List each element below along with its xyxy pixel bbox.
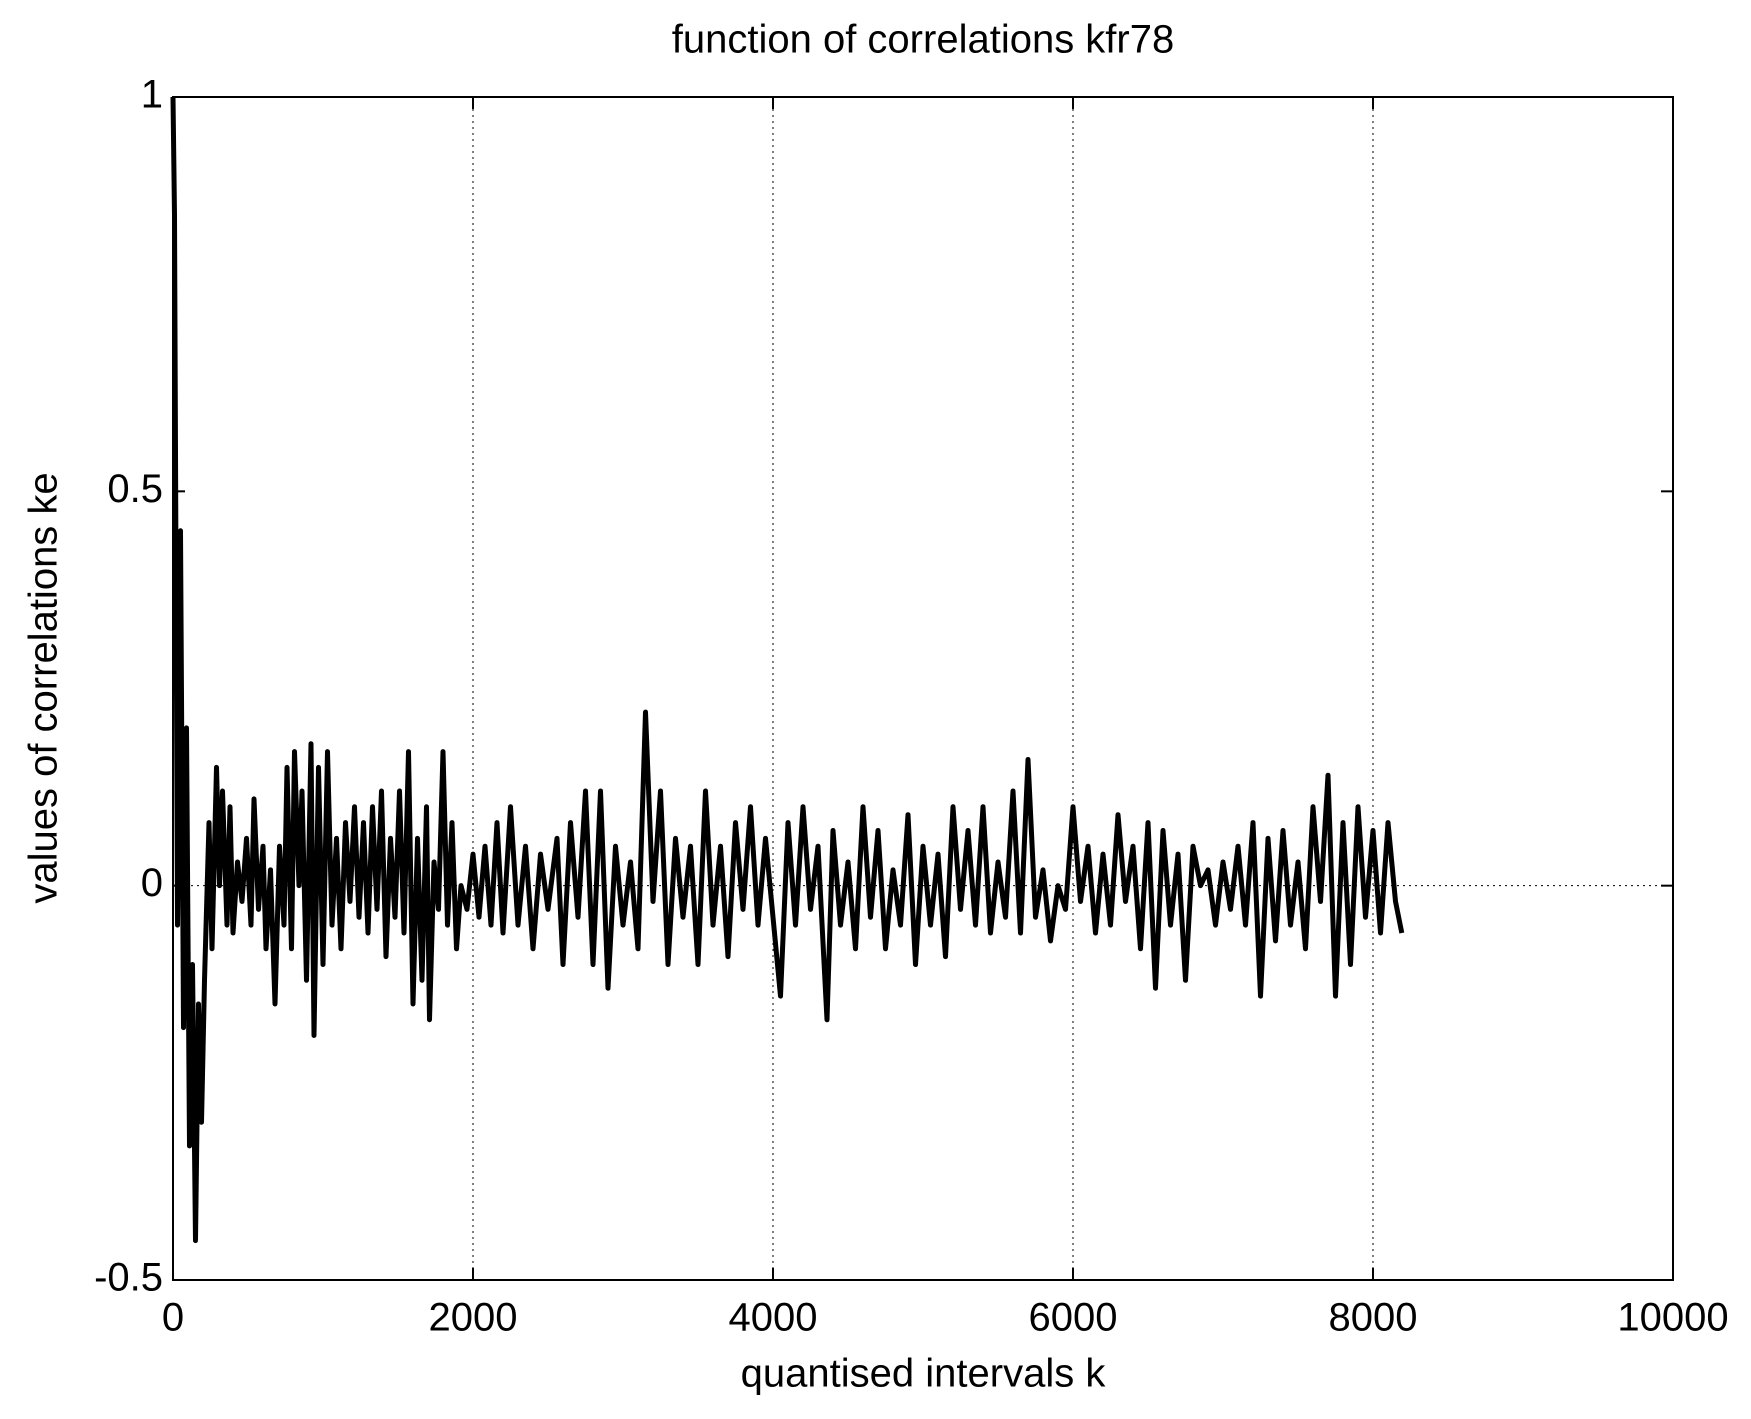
y-tick-label: 0.5 bbox=[107, 467, 163, 511]
x-axis-label: quantised intervals k bbox=[741, 1352, 1107, 1396]
x-tick-label: 4000 bbox=[729, 1296, 818, 1340]
y-tick-label: 1 bbox=[141, 73, 163, 117]
x-tick-label: 0 bbox=[162, 1296, 184, 1340]
x-tick-label: 2000 bbox=[429, 1296, 518, 1340]
axes-box bbox=[172, 96, 1674, 1281]
x-tick-label: 8000 bbox=[1329, 1296, 1418, 1340]
data-line bbox=[170, 96, 1405, 1244]
y-tick-label: -0.5 bbox=[94, 1256, 163, 1300]
y-axis-label: values of correlations ke bbox=[22, 472, 66, 903]
x-tick-label: 6000 bbox=[1029, 1296, 1118, 1340]
chart-title: function of correlations kfr78 bbox=[672, 18, 1174, 62]
x-tick-label: 10000 bbox=[1617, 1296, 1728, 1340]
y-tick-label: 0 bbox=[141, 861, 163, 905]
